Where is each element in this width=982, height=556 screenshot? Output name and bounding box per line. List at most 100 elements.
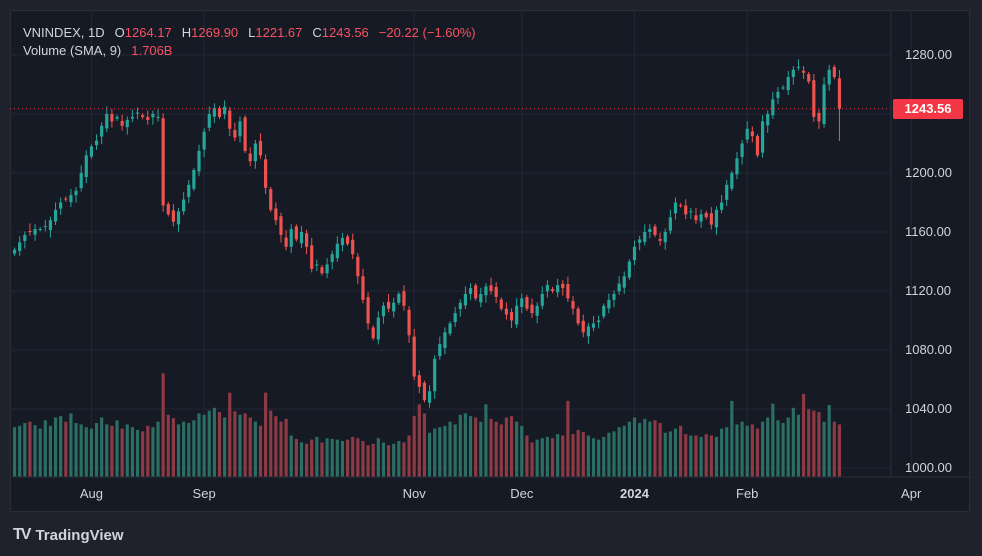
candle-body [335,243,339,259]
tradingview-logo-icon: TV [13,526,32,543]
volume-bar [453,424,457,477]
candle-body [591,323,596,328]
candle-body [766,114,770,126]
volume-bar [817,411,821,477]
volume-bar [730,400,734,477]
volume-bar [197,413,201,477]
candle-body [182,199,186,212]
candle-body [330,254,334,262]
candle-body [59,202,63,209]
candle-body [381,305,386,317]
candle-body [310,245,314,269]
tradingview-brand[interactable]: TV TradingView [13,524,124,546]
volume-bar [458,414,462,477]
candle-body [146,116,150,120]
candle-body [171,210,175,222]
volume-bar [504,417,509,477]
candle-body [755,136,760,156]
time-axis-tick: Apr [901,486,922,501]
volume-bar [202,414,206,477]
volume-bar [325,438,329,477]
volume-bar [294,438,298,477]
candle-body [791,69,795,78]
candle-body [602,305,606,317]
candle-body [161,118,165,206]
candle-body [192,170,196,189]
candle-body [315,264,319,266]
candle-body [23,234,27,241]
volume-bar [233,411,237,477]
candle-body [100,125,104,137]
volume-bar [704,434,708,477]
candle-body [550,289,555,291]
volume-bar [74,423,78,477]
volume-bar [330,438,334,477]
volume-bar [315,436,319,477]
candle-body [325,264,329,274]
volume-bar [525,435,529,477]
volume-bar [689,435,693,477]
candle-body [499,299,503,309]
volume-bar [120,428,124,477]
candle-body [376,317,380,340]
candle-body [228,110,232,129]
volume-bar [658,423,662,477]
volume-bar [433,428,437,477]
open-label: O [114,25,125,40]
candle-body [827,69,831,85]
candle-body [279,216,283,235]
candle-body [745,128,749,140]
candle-body [832,67,836,78]
volume-bar [622,425,626,477]
volume-bar [69,413,73,477]
volume-bar [807,409,811,477]
candle-body [812,80,816,117]
volume-bar [28,421,32,477]
volume-bar [484,404,488,477]
volume-bar [714,436,719,477]
time-axis[interactable]: Aug Sep Nov Dec 2024 Feb Apr [80,486,922,501]
candle-body [212,108,216,117]
candle-body [135,112,140,114]
candle-body [709,213,713,225]
volume-bar [602,436,606,477]
candle-body [617,283,621,292]
ohlc-legend-row: VNINDEX, 1D O1264.17 H1269.90 L1221.67 C1243… [23,24,476,42]
volume-bar [801,393,806,477]
volume-bar [556,434,560,477]
chart-legend: VNINDEX, 1D O1264.17 H1269.90 L1221.67 C1243… [23,24,476,60]
symbol-label[interactable]: VNINDEX, 1D [23,25,105,40]
volume-bar [515,421,519,477]
volume-bar [535,439,539,477]
volume-bar [371,443,375,477]
volume-bar [223,417,227,477]
candle-body [525,297,529,309]
volume-bar [720,428,724,477]
volume-bar [125,424,129,477]
volume-bar [530,442,534,477]
volume-bar [248,417,252,477]
last-price-tag: 1243.56 [893,99,963,119]
volume-bar [540,438,544,477]
candle-body [545,285,549,292]
volume-bar [335,439,339,477]
volume-bar [264,392,268,477]
brand-name: TradingView [35,526,124,544]
candle-body [673,202,678,214]
volume-indicator-label[interactable]: Volume (SMA, 9) [23,43,122,58]
volume-bar [38,428,42,477]
volume-bar [673,428,678,477]
volume-bar [376,438,380,477]
volume-bar [499,424,503,477]
candle-body [443,332,447,349]
candle-body [720,202,724,210]
candle-body [197,150,201,172]
candle-body [699,214,703,222]
price-chart[interactable]: 1280.001240.001200.001160.001120.001080.… [10,10,972,514]
volume-bar [632,417,637,477]
candle-body [207,114,211,128]
candle-body [110,114,114,122]
candle-body [274,208,278,221]
candle-body [89,146,94,157]
candle-body [53,209,58,222]
